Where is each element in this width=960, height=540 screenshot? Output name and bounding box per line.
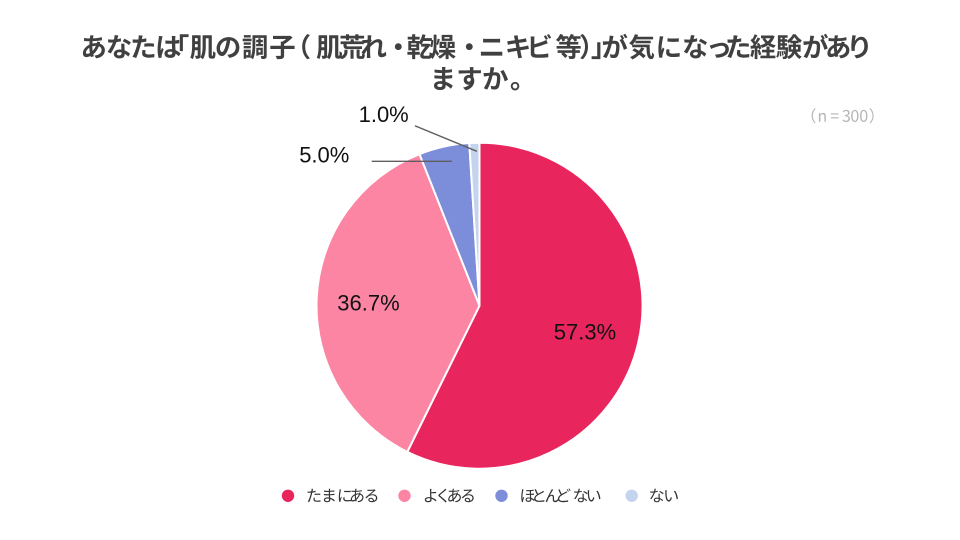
svg-text:5.0%: 5.0% xyxy=(299,143,349,168)
svg-text:1.0%: 1.0% xyxy=(359,102,409,127)
svg-text:36.7%: 36.7% xyxy=(337,291,399,316)
svg-text:57.3%: 57.3% xyxy=(554,319,616,344)
